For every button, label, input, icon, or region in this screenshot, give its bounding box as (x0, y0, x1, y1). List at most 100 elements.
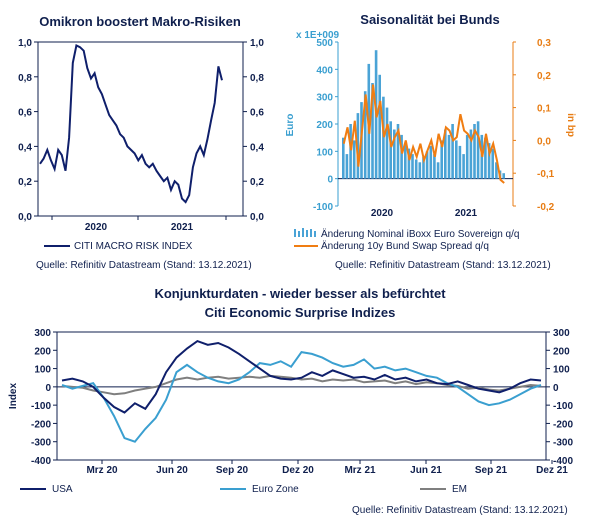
chart3-line-usa (61, 339, 542, 414)
chart3-y-tick-label-right: -300 (553, 438, 573, 449)
chart2-bar (400, 134, 403, 179)
chart1-x-ticks: 2020 2021 (51, 216, 227, 233)
chart2-bar (491, 148, 494, 179)
chart1-x-tick-label: 2020 (85, 222, 108, 233)
chart1: Omikron boostert Makro-Risiken 0,0 0,2 0,4… (18, 14, 264, 271)
chart2: Saisonalität bei Bunds x 1E+009 Euro in … (285, 12, 576, 271)
chart2-bar (393, 129, 396, 179)
chart2-line-series (342, 84, 505, 184)
chart3-source: Quelle: Refinitiv Datastream (Stand: 13.… (352, 505, 568, 516)
chart2-bar (487, 143, 491, 179)
chart2-bar (342, 137, 345, 179)
chart2-bar (440, 140, 443, 179)
chart3-y-tick-label-left: -200 (31, 419, 51, 430)
chart2-bar (502, 173, 505, 179)
chart2-bar (484, 137, 487, 179)
chart2-y-ticks-left: -100 0 100 200 300 400 500 (313, 38, 338, 213)
chart3-y-tick-label-left: 200 (34, 346, 51, 357)
chart3-x-tick-label: Dez 21 (536, 465, 568, 476)
chart3-y-tick-label-left: -100 (31, 401, 51, 412)
chart2-bar (371, 83, 374, 179)
chart2-bar (389, 121, 392, 179)
chart1-y-tick-label-right: 0,2 (250, 177, 264, 188)
chart2-bar (425, 151, 429, 179)
chart3-y-tick-label-right: 0 (553, 383, 559, 394)
chart2-y-tick-label-right: -0,2 (537, 202, 555, 213)
chart1-y-tick-label-right: 0,8 (250, 73, 264, 84)
chart2-left-axis-label: Euro (285, 114, 296, 137)
chart3-legend-usa-label: USA (52, 484, 73, 495)
chart3-line-em (61, 374, 542, 396)
chart3-y-ticks-left: -400 -300 -200 -100 0 100 200 300 (31, 328, 546, 467)
chart3-x-tick-label: Sep 21 (475, 465, 508, 476)
chart2-bar (352, 140, 356, 179)
chart3-y-tick-label-right: -200 (553, 419, 573, 430)
chart1-y-tick-label-left: 0,2 (18, 177, 32, 188)
chart2-bar (447, 134, 451, 179)
chart2-bar (385, 107, 389, 179)
chart3-y-axis-label: Index (8, 383, 19, 410)
chart2-x-tick-label: 2020 (371, 208, 394, 219)
chart1-y-ticks-left: 0,0 0,2 0,4 0,6 0,8 1,0 (18, 38, 38, 223)
chart3-x-tick-label: Sep 20 (216, 465, 249, 476)
chart2-bar (451, 124, 454, 179)
chart3: Konjunkturdaten - wieder besser als befü… (8, 286, 573, 516)
chart2-bar (465, 134, 469, 179)
chart3-series (61, 339, 542, 443)
chart3-y-tick-label-right: 200 (553, 346, 570, 357)
chart3-x-ticks: Mrz 20 Jun 20 Sep 20 Dez 20 Mrz 21 Jun 21 Sep … (86, 460, 568, 476)
chart2-y-tick-label-left: 400 (316, 65, 333, 76)
chart1-y-ticks-right: 0,0 0,2 0,4 0,6 0,8 1,0 (243, 38, 264, 223)
chart2-y-tick-label-left: 100 (316, 147, 333, 158)
chart3-plot-area (56, 331, 547, 461)
chart2-y-tick-label-right: 0,0 (537, 136, 551, 147)
chart2-y-tick-label-left: 200 (316, 120, 333, 131)
chart3-x-tick-label: Mrz 20 (86, 465, 118, 476)
chart2-multiplier: x 1E+009 (296, 30, 340, 41)
chart2-bar (433, 154, 436, 179)
chart2-bar (418, 162, 422, 179)
chart1-x-tick-label: 2021 (171, 222, 194, 233)
chart3-y-tick-label-left: 300 (34, 328, 51, 339)
chart3-y-ticks-right: -400 -300 -200 -100 0 100 200 300 (546, 328, 573, 467)
chart1-legend-label: CITI MACRO RISK INDEX (74, 241, 193, 252)
chart2-source: Quelle: Refinitiv Datastream (Stand: 13.… (335, 260, 551, 271)
chart2-y-tick-label-left: -100 (313, 202, 333, 213)
chart1-y-tick-label-right: 0,6 (250, 108, 264, 119)
chart2-y-tick-label-right: 0,1 (537, 104, 551, 115)
chart2-line-swap-spread (342, 84, 505, 184)
chart3-y-tick-label-left: 100 (34, 365, 51, 376)
chart3-x-tick-label: Jun 21 (410, 465, 442, 476)
chart2-legend-line-label: Änderung 10y Bund Swap Spread q/q (321, 240, 489, 252)
chart3-legend-em-label: EM (452, 484, 467, 495)
chart2-bar (422, 156, 425, 179)
chart3-y-tick-label-left: 0 (45, 383, 51, 394)
chart2-bar (436, 162, 440, 179)
chart3-y-tick-label-right: 100 (553, 365, 570, 376)
chart2-bar (462, 154, 465, 179)
chart2-x-ticks: 2020 2021 (338, 178, 513, 219)
chart2-bar (469, 129, 473, 179)
chart2-bar (411, 154, 414, 179)
chart2-bar (349, 124, 352, 179)
chart3-y-tick-label-left: -400 (31, 456, 51, 467)
chart2-title: Saisonalität bei Bunds (360, 12, 499, 27)
chart1-line-macro-risk (39, 44, 223, 204)
chart2-y-tick-label-left: 500 (316, 38, 333, 49)
chart2-bar (473, 124, 476, 179)
chart2-y-tick-label-right: -0,1 (537, 169, 555, 180)
chart2-bar (363, 91, 367, 179)
chart1-series (39, 44, 223, 204)
chart2-bar (356, 113, 360, 179)
chart3-line-eurozone (61, 351, 542, 443)
chart1-y-tick-label-right: 1,0 (250, 38, 264, 49)
chart2-y-tick-label-right: 0,3 (537, 38, 551, 49)
chart1-title: Omikron boostert Makro-Risiken (39, 14, 241, 29)
chart3-x-tick-label: Jun 20 (156, 465, 188, 476)
chart2-bar (396, 124, 400, 179)
chart3-legend-eurozone-label: Euro Zone (252, 484, 299, 495)
chart1-y-tick-label-right: 0,0 (250, 212, 264, 223)
chart3-y-tick-label-left: -300 (31, 438, 51, 449)
chart3-subtitle: Citi Economic Surprise Indizes (205, 305, 396, 320)
chart2-bar (495, 162, 498, 179)
